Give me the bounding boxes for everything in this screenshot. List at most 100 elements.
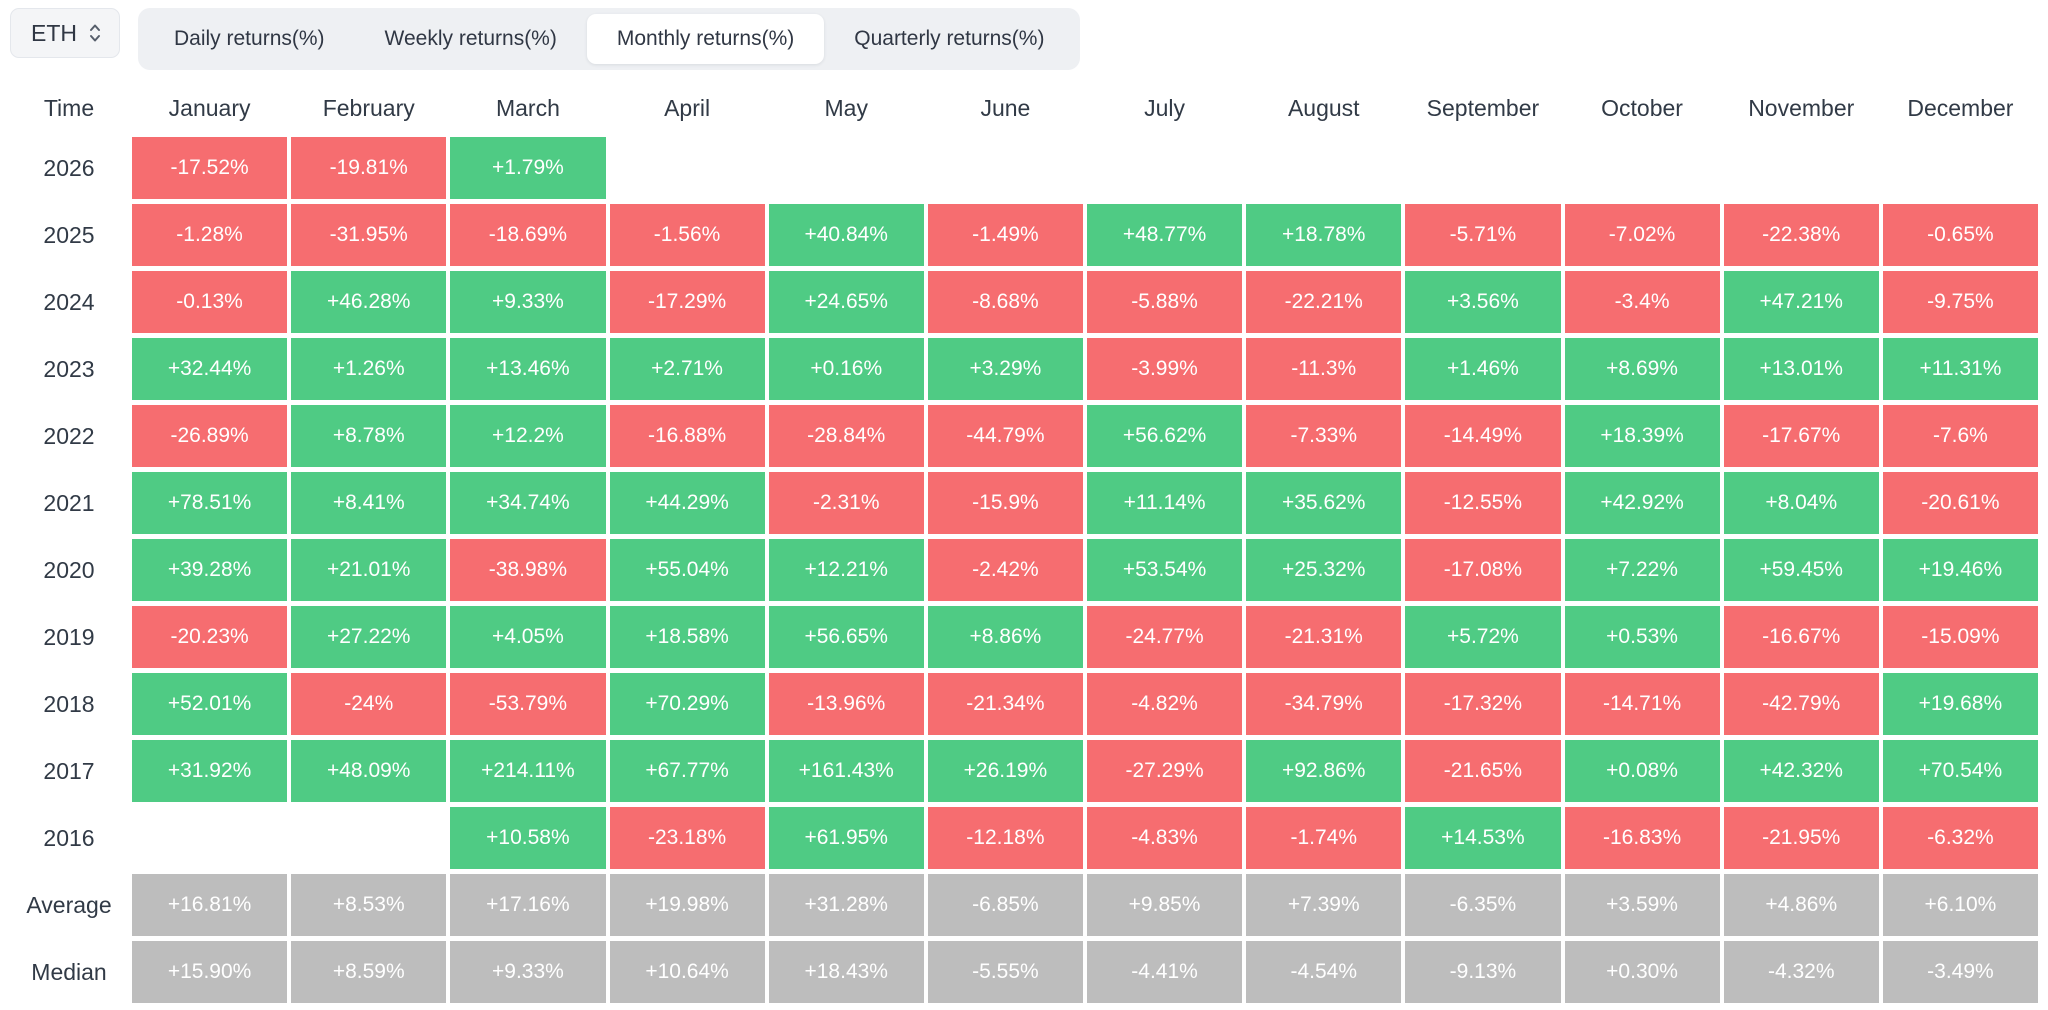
return-cell-2020-november: +59.45%: [1723, 539, 1879, 601]
return-cell-2018-february: -24%: [291, 673, 447, 735]
toolbar: ETH Daily returns(%) Weekly returns(%) Mon…: [10, 8, 2038, 70]
return-cell-2022-november: -17.67%: [1723, 405, 1879, 467]
return-cell-average-march: +17.16%: [450, 874, 606, 936]
return-cell-2018-december: +19.68%: [1882, 673, 2038, 735]
return-cell-median-september: -9.13%: [1405, 941, 1561, 1003]
return-cell-2022-march: +12.2%: [450, 405, 606, 467]
return-cell-2024-january: -0.13%: [132, 271, 288, 333]
symbol-select[interactable]: ETH: [10, 8, 120, 58]
column-header-september: September: [1426, 94, 1540, 121]
return-cell-average-september: -6.35%: [1405, 874, 1561, 936]
return-cell-2016-july: -4.83%: [1087, 807, 1243, 869]
return-cell-2026-march: +1.79%: [450, 137, 606, 199]
return-cell-2023-january: +32.44%: [132, 338, 288, 400]
return-cell-2025-july: +48.77%: [1087, 204, 1243, 266]
return-cell-2023-november: +13.01%: [1723, 338, 1879, 400]
return-cell-2020-may: +12.21%: [768, 539, 924, 601]
return-cell-2022-september: -14.49%: [1405, 405, 1561, 467]
column-header-november: November: [1748, 94, 1855, 121]
return-cell-2019-january: -20.23%: [132, 606, 288, 668]
tab-monthly[interactable]: Monthly returns(%): [586, 14, 825, 64]
return-cell-2023-june: +3.29%: [927, 338, 1083, 400]
return-cell-2026-february: -19.81%: [291, 137, 447, 199]
return-cell-2021-december: -20.61%: [1882, 472, 2038, 534]
return-cell-2016-april: -23.18%: [609, 807, 765, 869]
return-cell-2024-may: +24.65%: [768, 271, 924, 333]
empty-cell: [1565, 137, 1720, 199]
return-cell-2025-february: -31.95%: [291, 204, 447, 266]
row-label-2020: 2020: [43, 556, 95, 583]
return-cell-2016-august: -1.74%: [1246, 807, 1402, 869]
return-cell-2017-january: +31.92%: [132, 740, 288, 802]
return-cell-2020-january: +39.28%: [132, 539, 288, 601]
return-cell-2023-october: +8.69%: [1564, 338, 1720, 400]
return-cell-2017-march: +214.11%: [450, 740, 606, 802]
return-cell-2016-june: -12.18%: [927, 807, 1083, 869]
row-label-2026: 2026: [43, 154, 95, 181]
return-cell-2022-january: -26.89%: [132, 405, 288, 467]
return-cell-2017-june: +26.19%: [927, 740, 1083, 802]
return-cell-2025-june: -1.49%: [927, 204, 1083, 266]
return-cell-2025-september: -5.71%: [1405, 204, 1561, 266]
tab-quarterly[interactable]: Quarterly returns(%): [854, 27, 1045, 50]
corner-header-time: Time: [43, 94, 95, 121]
return-cell-2017-october: +0.08%: [1564, 740, 1720, 802]
return-cell-median-march: +9.33%: [450, 941, 606, 1003]
return-cell-2021-september: -12.55%: [1405, 472, 1561, 534]
empty-cell: [1883, 137, 2038, 199]
return-cell-2022-august: -7.33%: [1246, 405, 1402, 467]
return-cell-2018-august: -34.79%: [1246, 673, 1402, 735]
return-cell-2019-february: +27.22%: [291, 606, 447, 668]
return-cell-2023-march: +13.46%: [450, 338, 606, 400]
return-cell-2024-march: +9.33%: [450, 271, 606, 333]
return-cell-2016-may: +61.95%: [768, 807, 924, 869]
return-cell-2025-april: -1.56%: [609, 204, 765, 266]
return-cell-2021-april: +44.29%: [609, 472, 765, 534]
return-cell-2024-july: -5.88%: [1087, 271, 1243, 333]
return-cell-2018-january: +52.01%: [132, 673, 288, 735]
return-cell-median-august: -4.54%: [1246, 941, 1402, 1003]
return-cell-average-february: +8.53%: [291, 874, 447, 936]
return-cell-2024-april: -17.29%: [609, 271, 765, 333]
return-cell-2026-january: -17.52%: [132, 137, 288, 199]
return-cell-2016-march: +10.58%: [450, 807, 606, 869]
return-cell-2021-january: +78.51%: [132, 472, 288, 534]
return-cell-median-april: +10.64%: [609, 941, 765, 1003]
return-cell-2017-september: -21.65%: [1405, 740, 1561, 802]
return-cell-2021-october: +42.92%: [1564, 472, 1720, 534]
return-cell-average-may: +31.28%: [768, 874, 924, 936]
return-cell-2020-july: +53.54%: [1087, 539, 1243, 601]
return-cell-average-june: -6.85%: [927, 874, 1083, 936]
return-cell-median-june: -5.55%: [927, 941, 1083, 1003]
row-label-2019: 2019: [43, 623, 95, 650]
tab-weekly[interactable]: Weekly returns(%): [384, 27, 557, 50]
return-cell-2016-december: -6.32%: [1882, 807, 2038, 869]
return-cell-2023-may: +0.16%: [768, 338, 924, 400]
return-cell-2019-july: -24.77%: [1087, 606, 1243, 668]
return-cell-2019-april: +18.58%: [609, 606, 765, 668]
row-label-average: Average: [26, 891, 112, 918]
column-header-january: January: [168, 94, 251, 121]
return-cell-2021-february: +8.41%: [291, 472, 447, 534]
return-cell-2019-september: +5.72%: [1405, 606, 1561, 668]
return-cell-2017-november: +42.32%: [1723, 740, 1879, 802]
tab-group: Daily returns(%) Weekly returns(%) Monthly…: [138, 8, 1081, 70]
return-cell-median-december: -3.49%: [1882, 941, 2038, 1003]
empty-cell: [132, 807, 287, 869]
updown-chevron-icon: [87, 21, 103, 45]
return-cell-average-october: +3.59%: [1564, 874, 1720, 936]
return-cell-2025-december: -0.65%: [1882, 204, 2038, 266]
empty-cell: [1246, 137, 1401, 199]
return-cell-median-february: +8.59%: [291, 941, 447, 1003]
return-cell-2020-december: +19.46%: [1882, 539, 2038, 601]
column-header-july: July: [1144, 94, 1186, 121]
return-cell-average-august: +7.39%: [1246, 874, 1402, 936]
empty-cell: [928, 137, 1083, 199]
return-cell-2018-june: -21.34%: [927, 673, 1083, 735]
column-header-december: December: [1907, 94, 2014, 121]
column-header-june: June: [980, 94, 1031, 121]
tab-daily[interactable]: Daily returns(%): [174, 27, 325, 50]
column-header-february: February: [322, 94, 415, 121]
empty-cell: [610, 137, 765, 199]
column-header-april: April: [664, 94, 711, 121]
